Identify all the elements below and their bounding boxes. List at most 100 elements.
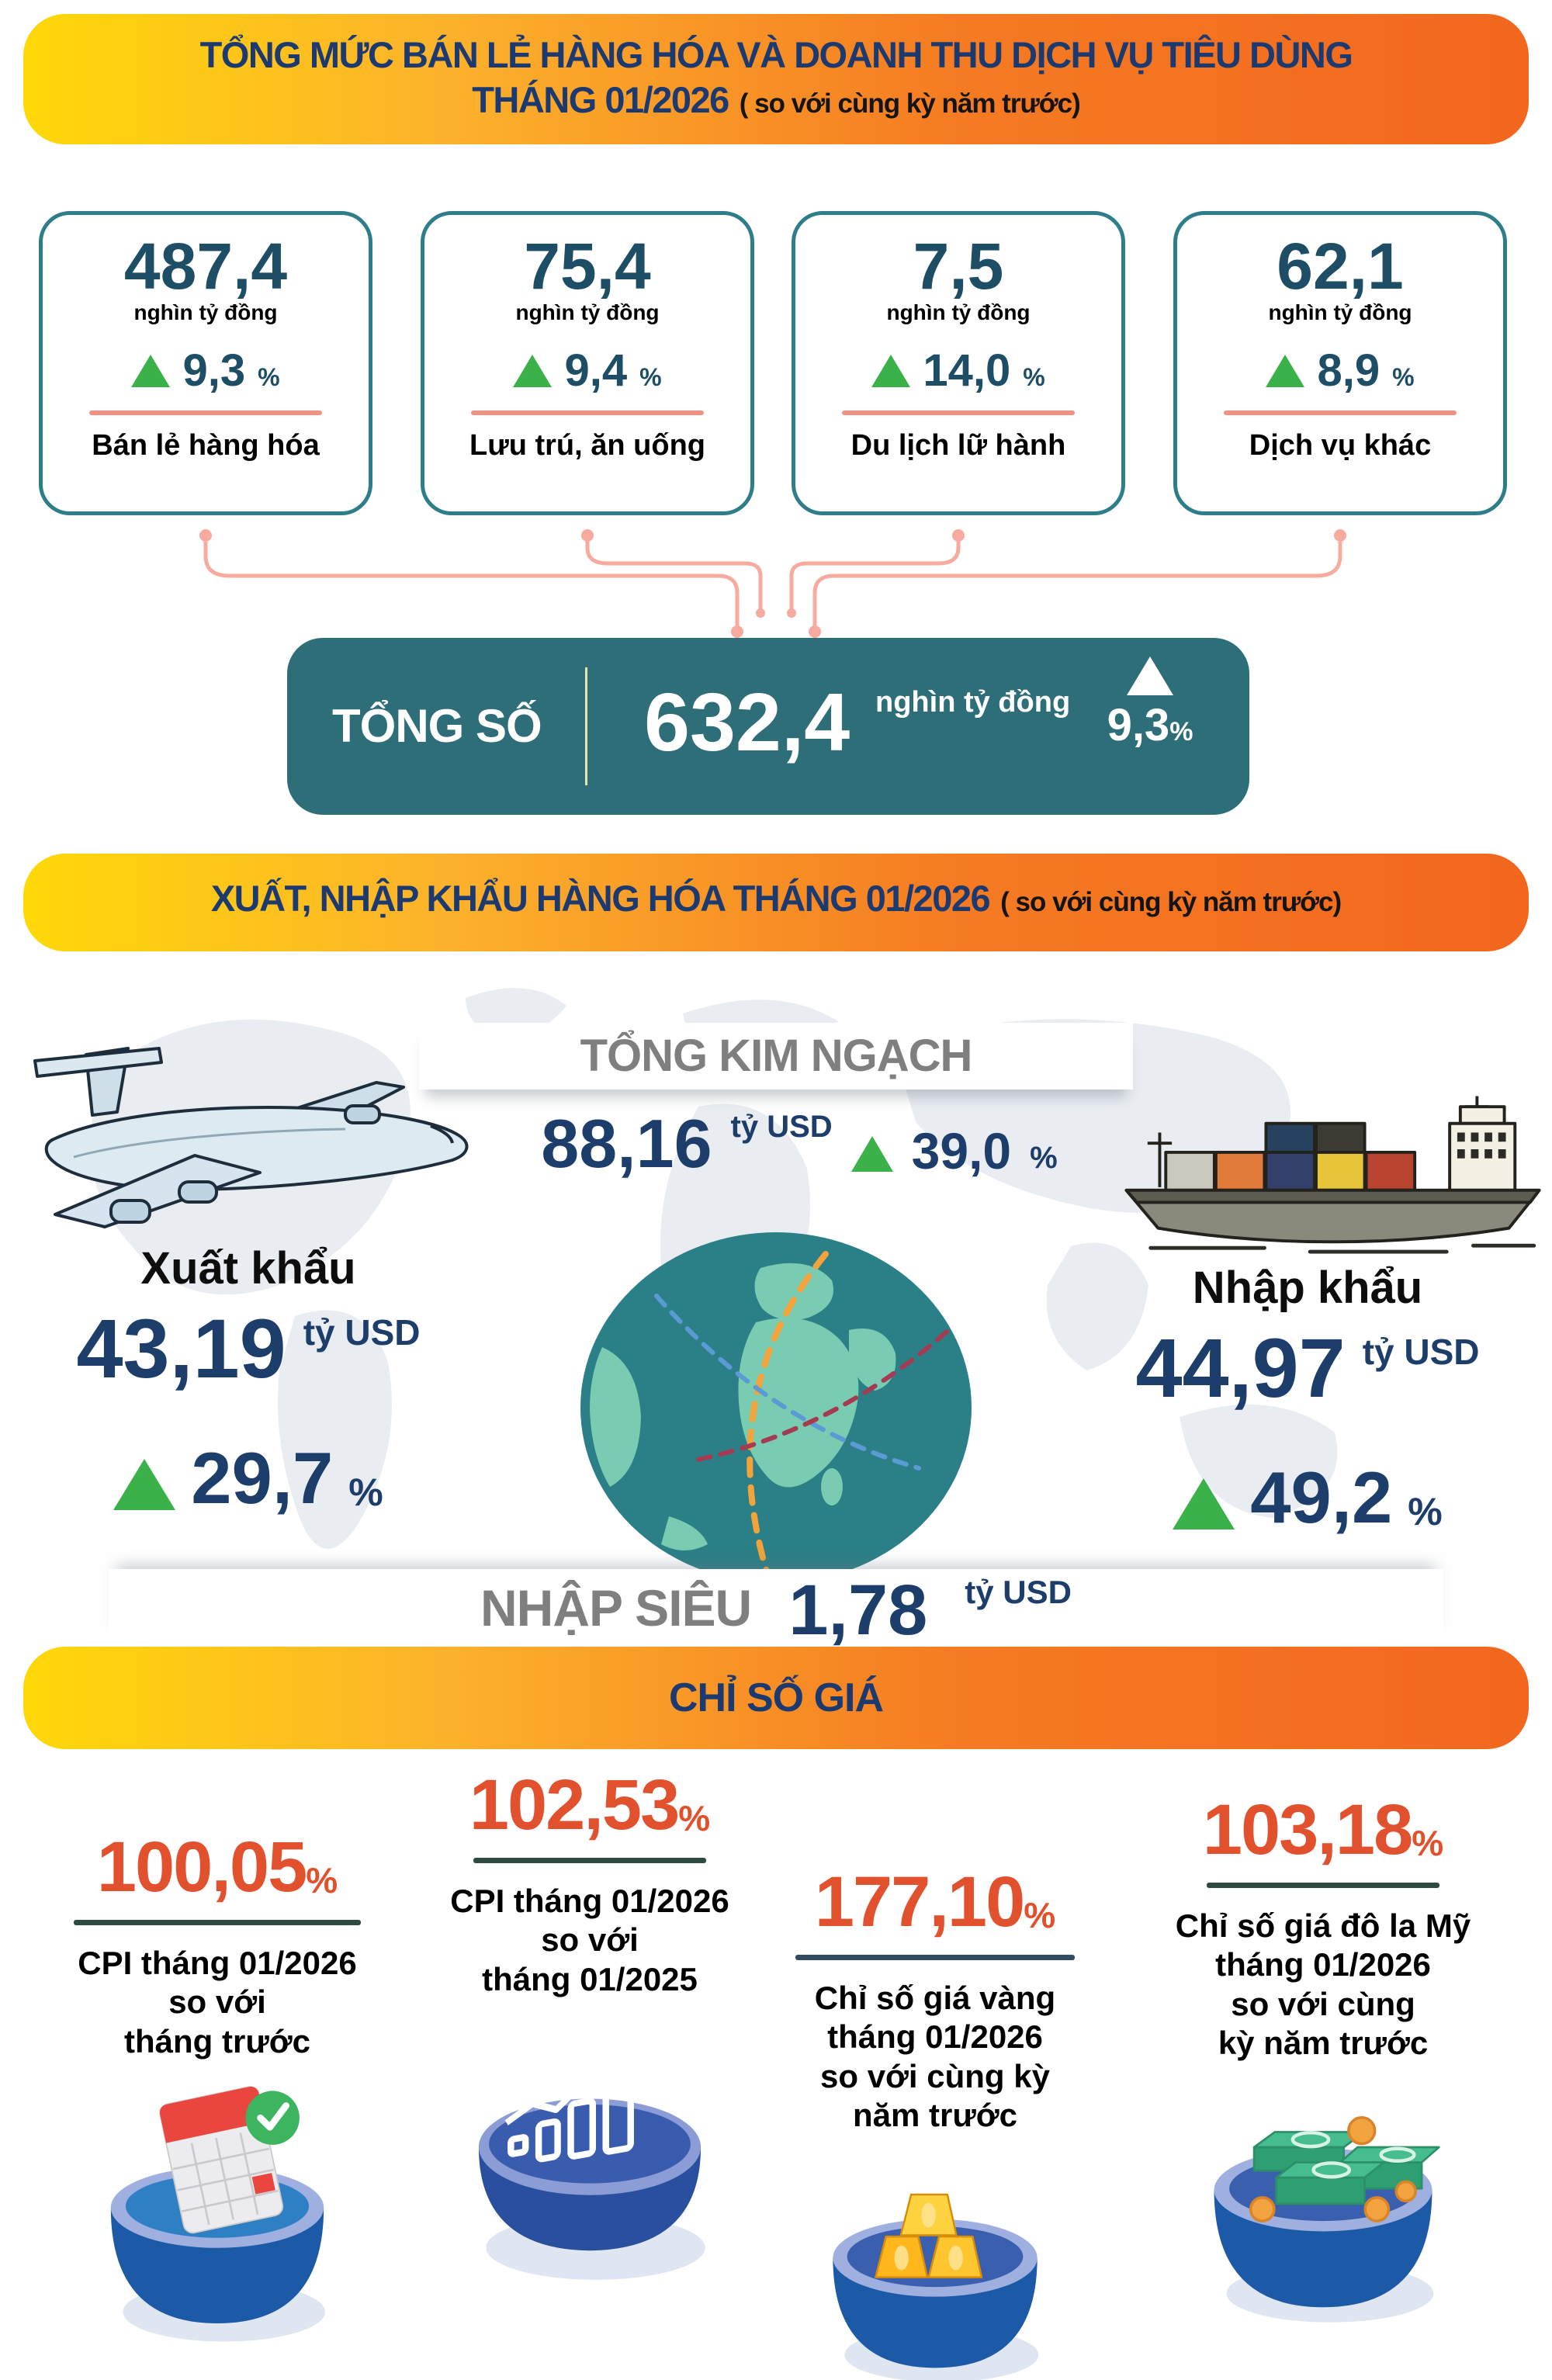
divider (471, 411, 704, 416)
percent-sign: % (348, 1471, 383, 1514)
stat-value: 75,4 (524, 230, 651, 303)
stat-value: 487,4 (123, 230, 288, 303)
balance-unit: tỷ USD (965, 1574, 1072, 1610)
price-item-cpi-mom: 100,05 % CPI tháng 01/2026 so với tháng … (47, 1827, 388, 2342)
stat-card-tourism: 7,5 nghìn tỷ đồng 14,0 % Du lịch lữ hành (792, 211, 1125, 515)
stat-unit: nghìn tỷ đồng (886, 300, 1031, 325)
underline (473, 1858, 706, 1863)
price-label-line: kỳ năm trước (1218, 2025, 1429, 2062)
percent-sign: % (1169, 717, 1193, 747)
stat-change-value: 8,9 (1317, 345, 1381, 397)
percent-sign: % (1023, 363, 1045, 392)
turnover-change: 39,0 (911, 1122, 1012, 1180)
price-label-line: tháng 01/2026 (1215, 1946, 1431, 1983)
price-value: 177,10 (814, 1862, 1025, 1942)
stat-label: Lưu trú, ăn uống (469, 429, 706, 462)
price-item-gold: 177,10 % Chỉ số giá vàng tháng 01/2026 s… (764, 1866, 1106, 2380)
dollar-bills-icon (1214, 2115, 1440, 2323)
trade-section: TỔNG KIM NGẠCH 88,16 tỷ USD 39,0 % (0, 951, 1552, 1647)
retail-total-bar: TỔNG SỐ 632,4 nghìn tỷ đồng 9,3% (287, 638, 1249, 815)
total-unit: nghìn tỷ đồng (875, 686, 1071, 719)
stat-change: 8,9 % (1266, 345, 1415, 397)
up-triangle-icon (113, 1459, 176, 1510)
percent-sign: % (1030, 1141, 1058, 1175)
connector-lines (199, 529, 1346, 638)
stat-label: Du lịch lữ hành (850, 429, 1066, 462)
percent-sign: % (258, 363, 280, 392)
price-label-line: CPI tháng 01/2026 (78, 1945, 357, 1981)
total-change: 9,3% (1080, 656, 1220, 748)
retail-title-line2: THÁNG 01/2026 ( so với cùng kỳ năm trước) (23, 78, 1529, 126)
stat-value: 7,5 (913, 230, 1004, 303)
turnover-unit: tỷ USD (730, 1110, 833, 1144)
price-value: 100,05 (96, 1827, 307, 1907)
import-unit: tỷ USD (1362, 1332, 1480, 1372)
total-change-value: 9,3 (1107, 700, 1170, 750)
trade-title: XUẤT, NHẬP KHẨU HÀNG HÓA THÁNG 01/2026 (210, 878, 991, 919)
stat-change: 9,4 % (513, 345, 662, 397)
stat-card-other-services: 62,1 nghìn tỷ đồng 8,9 % Dịch vụ khác (1173, 211, 1507, 515)
stat-card-retail-goods: 487,4 nghìn tỷ đồng 9,3 % Bán lẻ hàng hó… (39, 211, 372, 515)
stat-unit: nghìn tỷ đồng (133, 300, 278, 325)
underline (1207, 1883, 1439, 1888)
stat-change-value: 14,0 (923, 345, 1011, 397)
balance-value: 1,78 (788, 1571, 928, 1650)
total-value: 632,4 (644, 677, 850, 768)
stat-unit: nghìn tỷ đồng (515, 300, 660, 325)
import-block: Nhập khẩu 44,97 tỷ USD 49,2 % (1079, 1262, 1536, 1534)
cargo-plane-illustration (33, 1047, 469, 1228)
price-label-line: so với cùng (1231, 1985, 1415, 2022)
retail-title-month: THÁNG 01/2026 (472, 79, 729, 120)
retail-title-line1: TỔNG MỨC BÁN LẺ HÀNG HÓA VÀ DOANH THU DỊ… (199, 34, 1353, 75)
price-label-line: Chỉ số giá đô la Mỹ (1175, 1907, 1471, 1944)
divider (89, 411, 322, 416)
price-item-usd: 103,18 % Chỉ số giá đô la Mỹ tháng 01/20… (1152, 1790, 1494, 2323)
stat-card-accommodation: 75,4 nghìn tỷ đồng 9,4 % Lưu trú, ăn uốn… (421, 211, 754, 515)
stat-change-value: 9,4 (564, 345, 628, 397)
globe-illustration (580, 1232, 972, 1583)
stat-change: 14,0 % (871, 345, 1045, 397)
price-title: CHỈ SỐ GIÁ (668, 1675, 884, 1720)
balance-label: NHẬP SIÊU (480, 1579, 752, 1637)
vertical-divider (585, 667, 587, 785)
up-triangle-icon (1266, 355, 1305, 388)
import-value: 44,97 (1135, 1321, 1346, 1415)
stat-label: Bán lẻ hàng hóa (92, 429, 320, 462)
stat-change-value: 9,3 (182, 345, 246, 397)
price-label-line: tháng trước (124, 2022, 310, 2060)
underline (74, 1920, 361, 1925)
total-turnover-heading: TỔNG KIM NGẠCH (419, 1023, 1133, 1090)
price-label-line: so với cùng kỳ (820, 2057, 1050, 2094)
percent-sign: % (1024, 1895, 1056, 1935)
price-header-banner: CHỈ SỐ GIÁ (23, 1647, 1529, 1749)
trade-header-banner: XUẤT, NHẬP KHẨU HÀNG HÓA THÁNG 01/2026 ( … (23, 854, 1529, 951)
price-value: 103,18 (1202, 1790, 1413, 1869)
up-triangle-icon (131, 355, 171, 388)
trade-balance-band: NHẬP SIÊU 1,78 tỷ USD (109, 1569, 1443, 1647)
up-triangle-icon (871, 355, 911, 388)
price-item-cpi-yoy: 102,53 % CPI tháng 01/2026 so với tháng … (419, 1769, 760, 2281)
up-triangle-icon (850, 1136, 893, 1172)
price-label-line: Chỉ số giá vàng (814, 1980, 1056, 2016)
stat-change: 9,3 % (131, 345, 280, 397)
price-label-line: tháng 01/2025 (482, 1960, 698, 1997)
stat-value: 62,1 (1277, 230, 1404, 303)
retail-header-banner: TỔNG MỨC BÁN LẺ HÀNG HÓA VÀ DOANH THU DỊ… (23, 14, 1529, 144)
price-label-line: năm trước (853, 2097, 1017, 2134)
up-triangle-icon (513, 355, 553, 388)
total-label: TỔNG SỐ (332, 700, 542, 752)
export-block: Xuất khẩu 43,19 tỷ USD 29,7 % (23, 1242, 473, 1515)
turnover-value: 88,16 (541, 1105, 712, 1182)
retail-title-note: ( so với cùng kỳ năm trước) (739, 88, 1081, 119)
underline (795, 1955, 1075, 1960)
gold-bars-icon (833, 2193, 1039, 2380)
export-value: 43,19 (76, 1301, 286, 1395)
total-turnover-row: 88,16 tỷ USD 39,0 % (23, 1110, 1552, 1178)
trade-title-note: ( so với cùng kỳ năm trước) (1000, 887, 1342, 917)
percent-sign: % (1412, 1823, 1444, 1863)
percent-sign: % (1408, 1490, 1443, 1533)
import-label: Nhập khẩu (1192, 1263, 1423, 1313)
price-label-line: so với (541, 1921, 639, 1959)
price-label-line: CPI tháng 01/2026 (450, 1883, 729, 1919)
